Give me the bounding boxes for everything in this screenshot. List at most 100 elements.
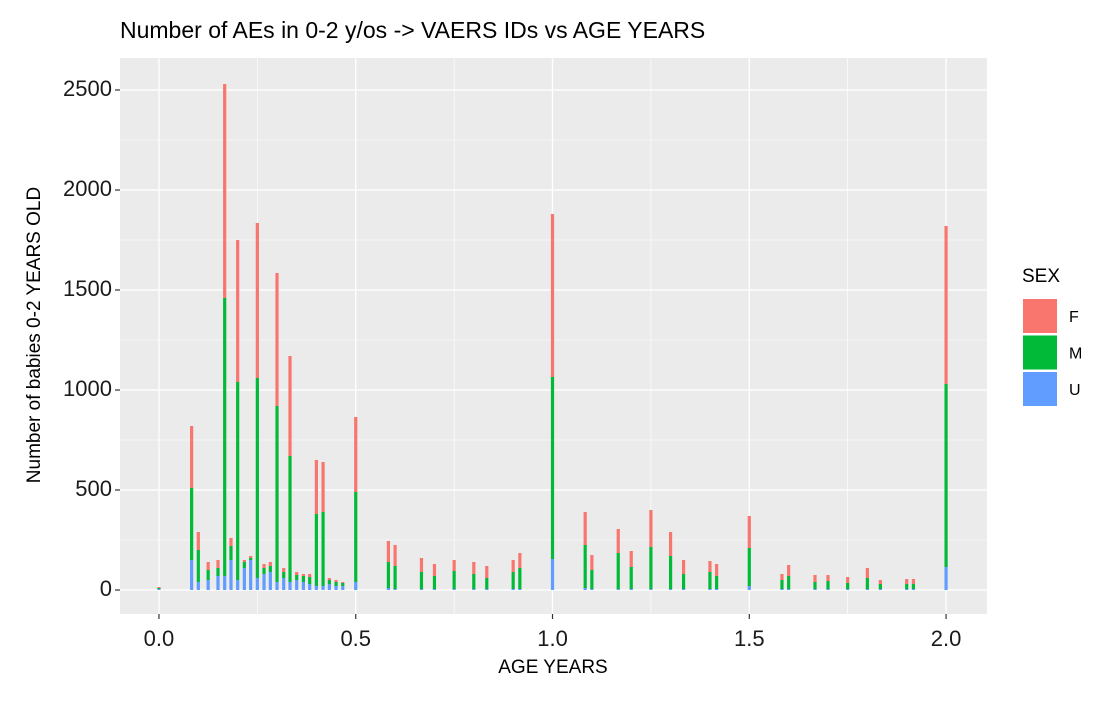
bar-segment (452, 560, 456, 571)
bar-segment (386, 562, 391, 588)
bar-segment (262, 564, 266, 568)
bar-segment (282, 568, 286, 572)
bar-segment (229, 546, 233, 560)
y-tick-label: 0 (100, 576, 112, 601)
bar-segment (511, 589, 515, 590)
bar-segment (157, 587, 161, 588)
bar-segment (288, 582, 292, 590)
bar-segment (308, 577, 312, 584)
bar-segment (386, 541, 391, 562)
bar-segment (354, 492, 358, 582)
bar-segment (472, 562, 476, 574)
bar-segment (314, 586, 318, 590)
bar-segment (590, 589, 594, 590)
bar-segment (944, 226, 948, 384)
bar-segment (157, 589, 161, 590)
bar-segment (518, 553, 522, 568)
bar-segment (826, 589, 830, 590)
bar-segment (813, 589, 817, 590)
bar-segment (681, 560, 686, 574)
bar-segment (518, 589, 522, 590)
y-tick-label: 1500 (63, 276, 112, 301)
bar-segment (708, 589, 712, 590)
x-tick-label: 1.0 (537, 626, 568, 651)
bar-segment (590, 555, 594, 570)
legend-key (1023, 335, 1057, 370)
bar-segment (262, 568, 266, 574)
bar-segment (846, 589, 850, 590)
chart-title: Number of AEs in 0-2 y/os -> VAERS IDs v… (120, 17, 705, 43)
bar-segment (295, 572, 299, 575)
bar-segment (206, 570, 210, 580)
bar-segment (295, 575, 299, 580)
bar-segment (275, 582, 279, 590)
bar-segment (905, 584, 909, 589)
bar-segment (944, 567, 948, 590)
bar-segment (878, 589, 882, 590)
bar-segment (354, 417, 358, 492)
bar-segment (268, 572, 272, 590)
bar-segment (787, 576, 791, 589)
bar-segment (196, 532, 200, 550)
bar-segment (715, 564, 719, 576)
bar-segment (321, 462, 325, 512)
bar-segment (668, 589, 673, 590)
bar-segment (334, 586, 338, 590)
bar-segment (268, 566, 272, 572)
bar-segment (190, 426, 194, 488)
bar-segment (865, 578, 869, 589)
bar-segment (196, 582, 200, 590)
bar-segment (590, 570, 594, 589)
bar-segment (216, 568, 220, 576)
bar-segment (190, 488, 194, 560)
bar-segment (905, 579, 909, 584)
bar-segment (249, 560, 253, 590)
legend-key (1023, 372, 1057, 406)
bar-segment (334, 582, 338, 586)
bar-segment (242, 562, 246, 568)
legend: SEX F M U (1022, 266, 1082, 406)
axes: 0 500 1000 1500 2000 2500 0.0 0.5 1.0 1.5 2.0 (63, 76, 961, 651)
bar-segment (275, 406, 279, 582)
bar-segment (419, 558, 424, 572)
x-tick-label: 2.0 (931, 626, 962, 651)
bar-segment (354, 582, 358, 590)
bar-segment (341, 582, 345, 583)
bar-segment (196, 550, 200, 582)
bar-segment (780, 580, 784, 589)
bar-segment (288, 456, 292, 582)
bar-segment (911, 589, 916, 590)
bar-segment (550, 559, 555, 590)
bar-segment (223, 84, 227, 298)
bar-segment (268, 562, 272, 566)
bar-segment (583, 588, 587, 590)
y-axis-title: Number of babies 0-2 YEARS OLD (24, 187, 45, 483)
bar-segment (419, 572, 424, 589)
bar-segment (190, 560, 194, 590)
bar-segment (865, 589, 869, 590)
bar-segment (485, 566, 489, 578)
bar-segment (432, 589, 437, 590)
bar-segment (282, 578, 286, 590)
bar-segment (419, 589, 424, 590)
bar-segment (511, 572, 515, 589)
bar-segment (649, 589, 653, 590)
bar-segment (206, 562, 210, 570)
x-tick-label: 0.5 (340, 626, 371, 651)
bar-segment (878, 580, 882, 584)
bar-segment (206, 580, 210, 590)
bar-segment (485, 589, 489, 590)
bar-segment (301, 582, 305, 590)
bar-segment (583, 512, 587, 545)
bar-segment (629, 589, 633, 590)
bar-segment (242, 560, 246, 562)
y-tick-label: 1000 (63, 376, 112, 401)
bar-segment (616, 529, 620, 553)
legend-label: U (1069, 382, 1081, 399)
bar-segment (511, 560, 515, 572)
bar-segment (649, 547, 653, 589)
bar-segment (249, 556, 253, 558)
bar-segment (386, 588, 391, 590)
bar-segment (668, 556, 673, 589)
bar-segment (393, 589, 397, 590)
